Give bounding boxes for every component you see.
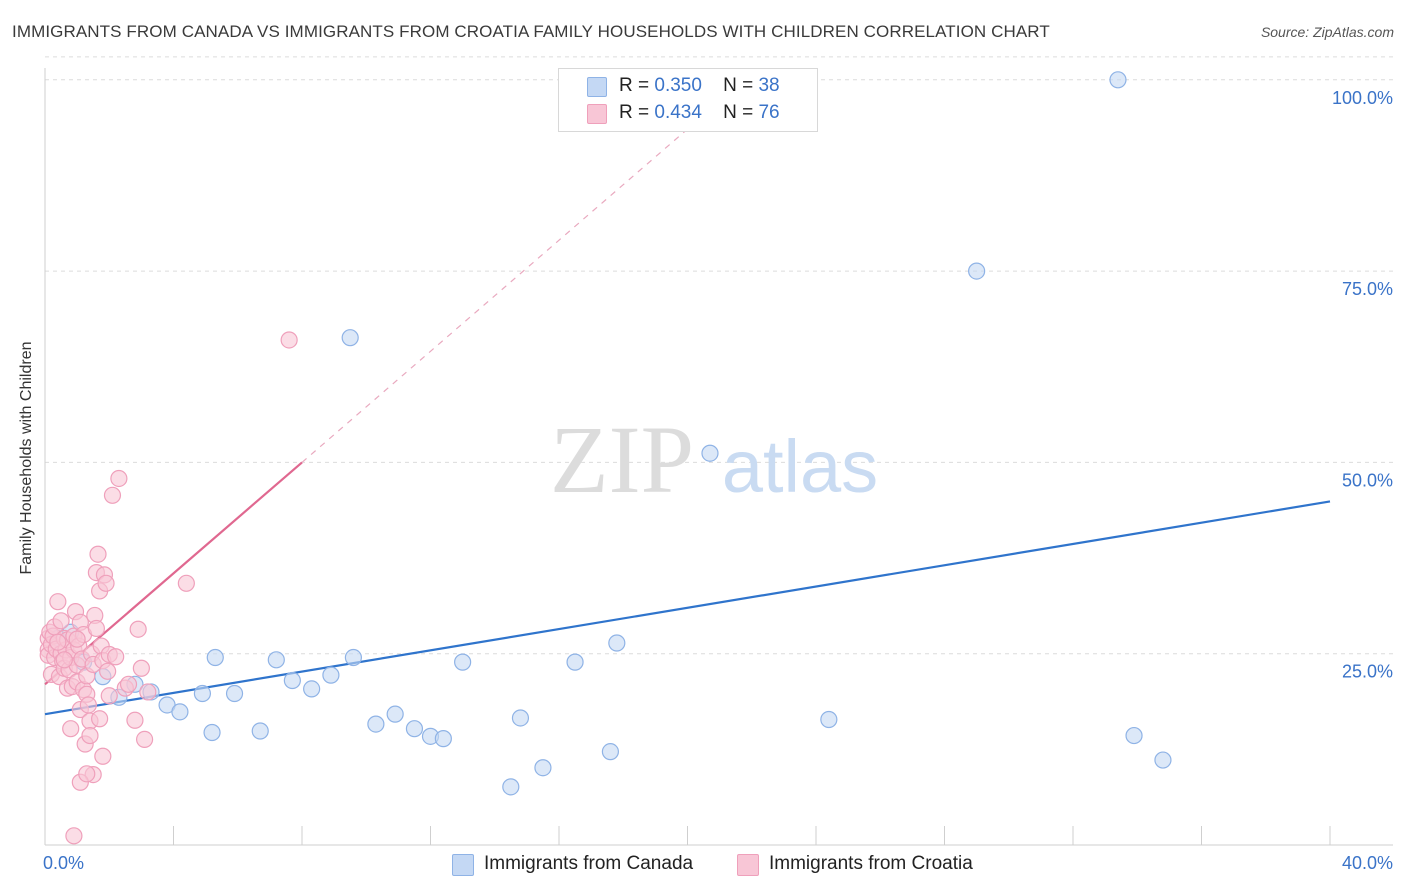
canada-n-value: 38 <box>758 75 780 96</box>
croatia-point <box>91 710 109 728</box>
croatia-point <box>79 696 97 714</box>
croatia-n-value: 76 <box>758 102 780 123</box>
legend-label-canada: Immigrants from Canada <box>484 853 694 874</box>
canada-point <box>344 648 362 667</box>
n-label: N = <box>723 75 754 96</box>
croatia-point <box>126 711 144 729</box>
legend-label-croatia: Immigrants from Croatia <box>769 853 973 874</box>
croatia-point <box>139 683 157 701</box>
croatia-r-value: 0.434 <box>654 102 702 123</box>
watermark: ZIP atlas <box>550 406 878 513</box>
canada-point <box>454 653 472 671</box>
y-tick-label: 50.0% <box>1342 470 1393 490</box>
canada-point <box>534 759 552 777</box>
canada-point <box>386 705 404 723</box>
y-tick-label: 100.0% <box>1332 88 1393 108</box>
croatia-point <box>49 633 67 651</box>
canada-legend-swatch <box>452 854 474 876</box>
source-label: Source: ZipAtlas.com <box>1260 24 1394 40</box>
canada-point <box>193 684 212 703</box>
gridlines <box>45 56 1393 655</box>
canada-point <box>701 444 719 462</box>
canada-point <box>608 634 626 652</box>
canada-point <box>203 723 221 742</box>
croatia-point <box>78 765 96 783</box>
data-points <box>39 71 1172 845</box>
y-tick-label: 25.0% <box>1342 662 1393 682</box>
croatia-point <box>100 687 118 705</box>
croatia-point <box>280 331 298 349</box>
croatia-point <box>119 675 138 693</box>
chart-title: IMMIGRANTS FROM CANADA VS IMMIGRANTS FRO… <box>12 22 1050 41</box>
r-label: R = <box>619 102 650 123</box>
canada-point <box>1125 726 1143 745</box>
croatia-point <box>110 469 128 488</box>
croatia-point <box>94 747 112 765</box>
croatia-point <box>103 486 122 504</box>
canada-swatch <box>587 77 607 97</box>
canada-point <box>405 720 424 738</box>
correlation-legend: R = 0.350 N = 38 R = 0.434 N = 76 <box>558 68 818 132</box>
canada-point <box>502 778 520 796</box>
croatia-legend-swatch <box>737 854 759 876</box>
croatia-point <box>52 612 70 630</box>
canada-point <box>225 684 244 703</box>
canada-point <box>566 653 584 671</box>
canada-point <box>434 730 452 748</box>
y-tick-label: 75.0% <box>1342 279 1393 299</box>
canada-point <box>303 680 321 698</box>
canada-point <box>322 666 340 684</box>
canada-point <box>251 722 269 740</box>
x-tick-label: 0.0% <box>43 853 84 873</box>
canada-point <box>820 710 838 729</box>
croatia-point <box>129 620 147 638</box>
croatia-point <box>81 726 99 745</box>
croatia-point <box>107 648 125 666</box>
croatia-point <box>55 651 73 669</box>
canada-trendline <box>44 500 1331 716</box>
canada-point <box>206 648 224 667</box>
canada-point <box>283 671 301 690</box>
r-label: R = <box>619 75 650 96</box>
n-label: N = <box>723 102 754 123</box>
canada-r-value: 0.350 <box>654 75 702 96</box>
canada-point <box>171 703 189 721</box>
croatia-point <box>87 619 106 638</box>
axes <box>44 68 1393 846</box>
croatia-point <box>135 730 154 749</box>
canada-point <box>1154 751 1172 769</box>
canada-point <box>511 709 530 727</box>
croatia-point <box>49 593 67 611</box>
canada-point <box>341 329 359 347</box>
tick-labels: 25.0% 50.0% 75.0% 100.0% 0.0% 40.0% <box>43 88 1393 873</box>
croatia-point <box>132 659 150 677</box>
croatia-point <box>65 827 83 845</box>
croatia-point <box>62 720 80 738</box>
trendlines <box>44 86 1331 716</box>
croatia-point <box>97 574 115 592</box>
canada-point <box>1109 71 1127 89</box>
croatia-point <box>177 574 195 592</box>
canada-point <box>267 651 285 669</box>
croatia-swatch <box>587 104 607 124</box>
canada-point <box>367 715 385 733</box>
canada-point <box>601 743 620 761</box>
croatia-point <box>99 662 117 680</box>
watermark-zip: ZIP <box>550 406 694 513</box>
croatia-point <box>68 630 86 648</box>
watermark-atlas: atlas <box>722 425 878 508</box>
croatia-point <box>89 545 107 563</box>
x-tick-label: 40.0% <box>1342 853 1393 873</box>
canada-point <box>968 262 986 280</box>
